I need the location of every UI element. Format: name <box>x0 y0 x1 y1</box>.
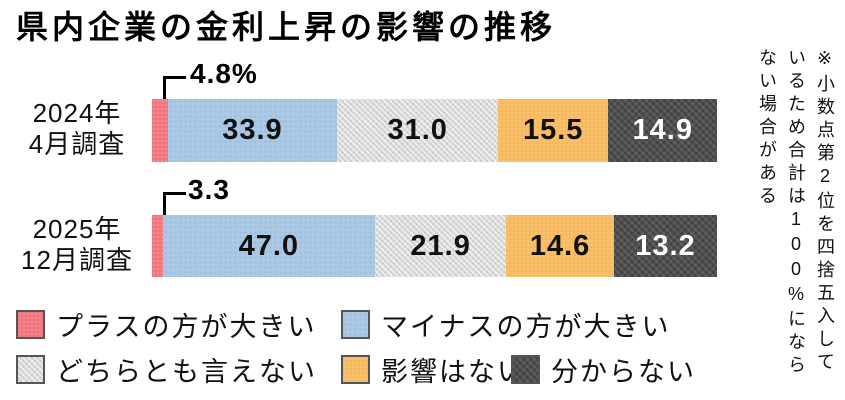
bar-segment-plus <box>152 99 168 162</box>
legend-label: プラスの方が大きい <box>56 312 317 342</box>
category-label-line: 4月調査 <box>28 129 126 159</box>
bar-segment-unknown: 14.9 <box>608 99 718 162</box>
stacked-bar-2025: 47.0 21.9 14.6 13.2 <box>152 215 717 277</box>
segment-value: 14.6 <box>529 229 591 262</box>
segment-value: 14.9 <box>632 114 693 146</box>
chart-title: 県内企業の金利上昇の影響の推移 <box>16 9 557 45</box>
bar-segment-no-impact: 14.6 <box>506 215 614 277</box>
callout-bracket <box>163 76 186 102</box>
segment-value: 31.0 <box>387 114 448 146</box>
segment-value: 47.0 <box>238 229 300 262</box>
bar-segment-no-impact: 15.5 <box>497 99 609 162</box>
segment-value: 13.2 <box>635 229 696 262</box>
legend-label: どちらとも言えない <box>56 357 317 387</box>
footnote-line: いるため合計は100%になら <box>786 48 806 378</box>
legend-swatch-no-impact <box>341 355 370 384</box>
callout-value: 4.8% <box>190 58 258 89</box>
segment-value: 33.9 <box>222 114 283 146</box>
legend-swatch-plus <box>16 310 45 339</box>
footnote-line: ない場合がある <box>757 48 777 209</box>
legend-label: マイナスの方が大きい <box>381 312 671 342</box>
category-label-line: 2025年 <box>32 214 122 244</box>
legend-item-plus: プラスの方が大きい <box>16 305 316 344</box>
bar-segment-neither: 21.9 <box>375 215 507 277</box>
category-label-line: 2024年 <box>32 98 122 128</box>
bar-segment-unknown: 13.2 <box>613 215 717 277</box>
bar-segment-neither: 31.0 <box>337 99 498 162</box>
legend-swatch-neither <box>16 355 45 384</box>
bar-segment-plus <box>152 215 163 277</box>
category-label-2024: 2024年 4月調査 <box>6 98 148 160</box>
legend-item-no-impact: 影響はない <box>341 350 526 389</box>
segment-value: 21.9 <box>410 229 471 262</box>
legend-item-neither: どちらとも言えない <box>16 350 317 389</box>
legend-item-unknown: 分からない <box>511 350 696 389</box>
callout-bracket <box>163 192 186 218</box>
legend-label: 分からない <box>551 357 696 387</box>
segment-value: 15.5 <box>522 114 584 146</box>
footnote-line: ※小数点第2位を四捨五入して <box>815 48 835 375</box>
legend-swatch-unknown <box>511 355 540 384</box>
category-label-2025: 2025年 12月調査 <box>6 214 148 276</box>
legend-label: 影響はない <box>381 357 526 387</box>
footnote: ※小数点第2位を四捨五入して いるため合計は100%になら ない場合がある <box>752 48 839 396</box>
legend-swatch-minus <box>341 310 370 339</box>
legend-item-minus: マイナスの方が大きい <box>341 305 670 344</box>
bar-segment-minus: 33.9 <box>167 99 338 162</box>
stacked-bar-2024: 33.9 31.0 15.5 14.9 <box>152 99 718 162</box>
category-label-line: 12月調査 <box>21 245 133 275</box>
callout-value: 3.3 <box>188 174 230 205</box>
bar-segment-minus: 47.0 <box>162 215 376 277</box>
